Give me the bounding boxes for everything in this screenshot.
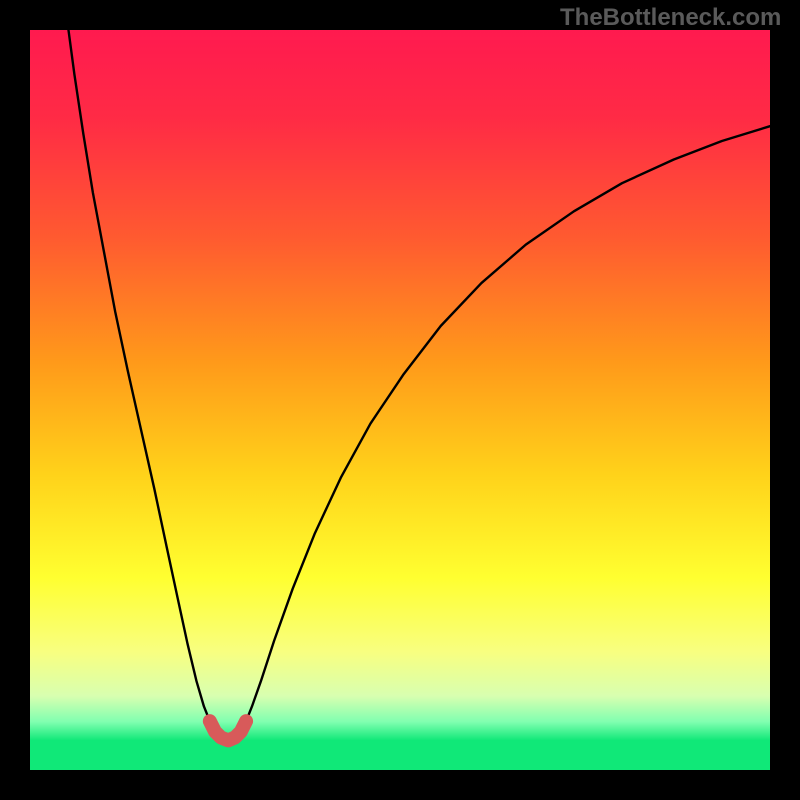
gradient-background bbox=[30, 30, 770, 770]
watermark-text: TheBottleneck.com bbox=[560, 4, 781, 32]
bottleneck-chart bbox=[0, 0, 800, 800]
